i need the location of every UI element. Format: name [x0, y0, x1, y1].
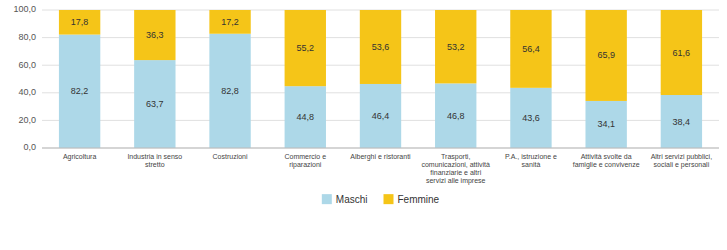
y-tick-label: 40,0 — [18, 87, 36, 97]
data-label: 46,4 — [372, 111, 390, 121]
bar-segment — [134, 60, 175, 148]
bar-segment — [435, 83, 476, 148]
data-label: 17,2 — [221, 17, 239, 27]
bar-segment — [59, 35, 100, 148]
x-tick-label: Attività svolte dafamiglie e convivenze — [573, 153, 640, 169]
data-label: 34,1 — [597, 119, 615, 129]
data-label: 65,9 — [597, 50, 615, 60]
bar-segment — [134, 10, 175, 60]
data-label: 63,7 — [146, 99, 164, 109]
bar-segment — [435, 10, 476, 83]
data-label: 46,8 — [447, 111, 465, 121]
data-label: 56,4 — [522, 44, 540, 54]
bar-segment — [285, 86, 326, 148]
bars — [59, 10, 702, 148]
bar-segment — [661, 10, 702, 95]
bar-segment — [209, 10, 250, 34]
bar-segment — [661, 95, 702, 148]
data-label: 55,2 — [297, 43, 315, 53]
x-tick-label: Altri servizi pubblici,sociali e persona… — [651, 153, 713, 169]
x-tick-label: Trasporti,comunicazioni, attivitàfinanzi… — [421, 153, 490, 185]
data-label: 38,4 — [673, 117, 691, 127]
value-labels: 82,2 63,7 82,8 44,8 46,4 46,8 43,6 34,1 38,4 17,8… — [71, 17, 690, 130]
x-tick-label: Costruzioni — [213, 153, 248, 160]
chart-svg: 0,0 20,0 40,0 60,0 80,0 100,0 82,2 63,7 82,8 44,8… — [0, 0, 727, 250]
legend-label: Femmine — [398, 194, 440, 205]
y-tick-label: 20,0 — [18, 115, 36, 125]
y-tick-label: 100,0 — [13, 4, 36, 14]
legend-swatch — [384, 194, 394, 204]
y-tick-label: 60,0 — [18, 60, 36, 70]
bar-segment — [510, 10, 551, 88]
legend: Maschi Femmine — [322, 194, 440, 205]
y-tick-label: 0,0 — [23, 142, 36, 152]
x-tick-label: Industria in sensostretto — [127, 153, 182, 168]
legend-swatch — [322, 194, 332, 204]
data-label: 53,2 — [447, 42, 465, 52]
bar-segment — [510, 88, 551, 148]
data-label: 17,8 — [71, 17, 89, 27]
x-tick-label: Commercio eriparazioni — [284, 153, 326, 169]
x-tick-label: P.A., istruzione esanità — [505, 153, 557, 168]
bar-segment — [360, 10, 401, 84]
grid-line — [42, 148, 719, 149]
bar-segment — [360, 84, 401, 148]
data-label: 61,6 — [673, 48, 691, 58]
x-tick-label: Agricoltura — [63, 153, 97, 161]
data-label: 36,3 — [146, 30, 164, 40]
y-tick-label: 80,0 — [18, 32, 36, 42]
x-axis-line — [42, 148, 719, 149]
data-label: 82,2 — [71, 86, 89, 96]
grid — [42, 10, 719, 148]
legend-label: Maschi — [336, 194, 368, 205]
bar-segment — [59, 10, 100, 35]
bar-segment — [209, 34, 250, 148]
bar-segment — [285, 10, 326, 86]
chart-container: 0,0 20,0 40,0 60,0 80,0 100,0 82,2 63,7 82,8 44,8… — [0, 0, 727, 250]
data-label: 44,8 — [297, 112, 315, 122]
data-label: 43,6 — [522, 113, 540, 123]
data-label: 82,8 — [221, 86, 239, 96]
data-label: 53,6 — [372, 42, 390, 52]
bar-segment — [585, 10, 626, 101]
bar-segment — [585, 101, 626, 148]
x-tick-label: Alberghi e ristoranti — [350, 153, 411, 161]
